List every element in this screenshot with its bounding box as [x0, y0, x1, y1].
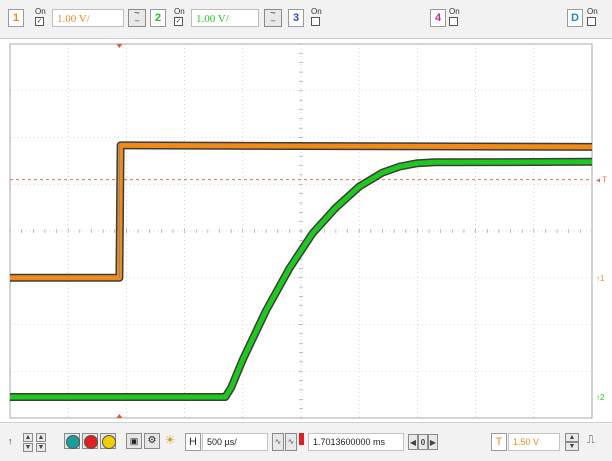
scroll-up-button[interactable]: ▲: [36, 433, 46, 442]
channel-1-on-label: On: [35, 7, 46, 16]
traces: [10, 141, 593, 401]
channel-2-on-label: On: [174, 7, 185, 16]
trigger-position-top-marker: [116, 44, 123, 48]
channel-2-scale-field[interactable]: 1.00 V/: [191, 9, 259, 27]
trigger-level-marker: ◂ T: [596, 176, 607, 185]
digital-on-toggle[interactable]: On: [587, 7, 598, 26]
settings-button[interactable]: ⚙: [144, 433, 160, 449]
channel-3-checkbox[interactable]: [311, 17, 320, 26]
channel-4-on-toggle[interactable]: On: [449, 7, 460, 26]
vertical-scroll-up-button[interactable]: ▲: [23, 433, 33, 442]
scroll-down-button[interactable]: ▼: [36, 443, 46, 452]
digital-checkbox[interactable]: [587, 17, 596, 26]
channel-1-button[interactable]: 1: [8, 9, 24, 27]
yellow-circle-icon: [102, 435, 116, 449]
trigger-position-bottom-marker: [116, 414, 123, 418]
trigger-level-up-button[interactable]: ▲: [565, 433, 579, 442]
channel-4-button[interactable]: 4: [430, 9, 446, 27]
digital-on-label: On: [587, 7, 598, 16]
channel-2-ground-marker: ↑2: [596, 393, 605, 402]
channel-1-scale-field[interactable]: 1.00 V/: [52, 9, 124, 27]
trigger-button[interactable]: T: [491, 433, 507, 451]
delay-field[interactable]: 1.7013600000 ms: [308, 433, 404, 451]
channel-1-on-toggle[interactable]: On ✓: [35, 7, 46, 26]
trigger-edge-icon: ⎍: [587, 434, 595, 446]
channel-2-on-toggle[interactable]: On ✓: [174, 7, 185, 26]
teal-circle-icon: [66, 435, 80, 449]
channel-2-checkbox[interactable]: ✓: [174, 17, 183, 26]
scroll-icon: ↑: [8, 436, 13, 446]
top-toolbar: 1 On ✓ 1.00 V/ ⏦ ∼ 2 On ✓ 1.00 V/ ⏦ ∼ 3 On…: [0, 0, 612, 39]
screenshot-button[interactable]: ▣: [126, 433, 142, 449]
delay-zero-button[interactable]: 0: [418, 434, 428, 450]
zoom-button[interactable]: ∿: [272, 433, 284, 451]
channel-3-on-toggle[interactable]: On: [311, 7, 322, 26]
digital-channel-button[interactable]: D: [567, 9, 583, 27]
channel-1-checkbox[interactable]: ✓: [35, 17, 44, 26]
trigger-level-down-button[interactable]: ▼: [565, 442, 579, 451]
channel-3-button[interactable]: 3: [288, 9, 304, 27]
roll-button[interactable]: ∿: [285, 433, 297, 451]
trace-channel-2: [10, 159, 593, 400]
delay-left-button[interactable]: ◀: [408, 434, 418, 450]
channel-4-on-label: On: [449, 7, 460, 16]
channel-3-on-label: On: [311, 7, 322, 16]
channel-1-coupling-button[interactable]: ⏦ ∼: [128, 9, 146, 27]
red-circle-icon: [84, 435, 98, 449]
vertical-scroll-down-button[interactable]: ▼: [23, 443, 33, 452]
markers: ◂ T ↑1 ↑2: [116, 44, 607, 418]
trace-channel-1: [10, 142, 593, 281]
channel-2-button[interactable]: 2: [150, 9, 166, 27]
channel-2-coupling-button[interactable]: ⏦ ∼: [264, 9, 282, 27]
timebase-field[interactable]: 500 µs/: [202, 433, 268, 451]
channel-1-ground-marker: ↑1: [596, 274, 605, 283]
trigger-position-marker: [299, 433, 304, 445]
trigger-level-field[interactable]: 1.50 V: [508, 433, 560, 451]
channel-4-checkbox[interactable]: [449, 17, 458, 26]
brightness-button[interactable]: ☀: [164, 433, 176, 447]
delay-right-button[interactable]: ▶: [428, 434, 438, 450]
horizontal-button[interactable]: H: [185, 433, 201, 451]
